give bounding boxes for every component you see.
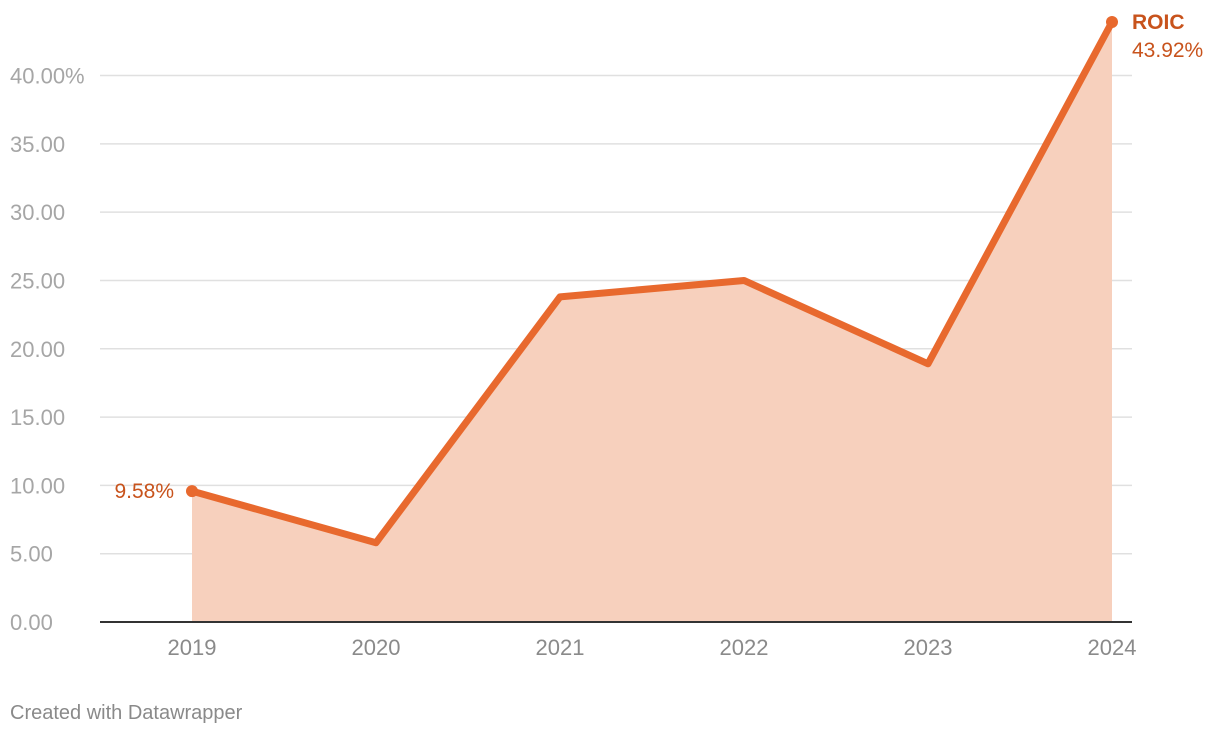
x-tick-label: 2019 xyxy=(168,635,217,660)
y-tick-label: 15.00 xyxy=(10,405,65,430)
x-tick-label: 2024 xyxy=(1088,635,1137,660)
start-value-label: 9.58% xyxy=(114,480,174,503)
x-tick-label: 2023 xyxy=(904,635,953,660)
y-tick-label: 5.00 xyxy=(10,542,53,567)
series-name-label: ROIC xyxy=(1132,11,1185,34)
x-axis-labels: 2019 2020 2021 2022 2023 2024 xyxy=(168,635,1137,660)
y-tick-label: 20.00 xyxy=(10,337,65,362)
credit-text: Created with Datawrapper xyxy=(10,702,243,724)
x-tick-label: 2021 xyxy=(536,635,585,660)
chart: 0.00 5.00 10.00 15.00 20.00 25.00 30.00 35.00 40… xyxy=(10,11,1203,660)
x-tick-label: 2022 xyxy=(720,635,769,660)
y-tick-label: 0.00 xyxy=(10,610,53,635)
series-line xyxy=(188,18,1116,547)
y-axis-labels: 0.00 5.00 10.00 15.00 20.00 25.00 30.00 35.00 40… xyxy=(10,64,85,635)
end-value-label: 43.92% xyxy=(1132,39,1203,62)
start-point-marker xyxy=(186,485,198,498)
y-tick-label: 30.00 xyxy=(10,200,65,225)
y-tick-label: 25.00 xyxy=(10,268,65,293)
y-tick-label: 40.00% xyxy=(10,64,85,89)
y-tick-label: 35.00 xyxy=(10,132,65,157)
area-fill xyxy=(192,22,1112,622)
y-tick-label: 10.00 xyxy=(10,473,65,498)
x-tick-label: 2020 xyxy=(352,635,401,660)
end-point-marker xyxy=(1106,16,1118,28)
